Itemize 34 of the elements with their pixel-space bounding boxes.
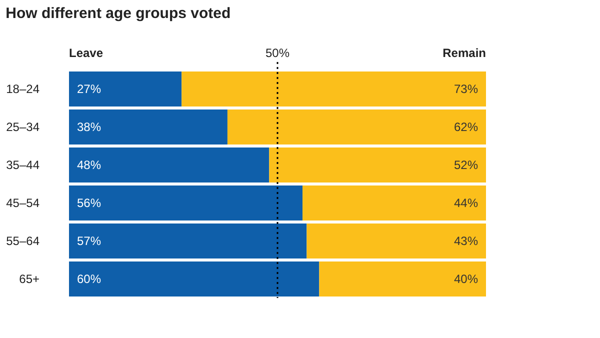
data-label: 38% [77,120,102,134]
data-label: 52% [454,158,478,172]
y-tick-label: 35–44 [6,158,40,172]
y-tick-label: 65+ [19,272,40,286]
y-tick-label: 45–54 [6,196,40,210]
bar [69,186,303,220]
bar [319,262,486,296]
data-label: 56% [77,196,102,210]
y-tick-label: 25–34 [6,120,40,134]
data-label: 73% [454,82,478,96]
series-label: Remain [442,46,486,60]
data-label: 60% [77,272,102,286]
bar [69,148,270,182]
bar [306,224,486,258]
bar [69,262,320,296]
data-label: 27% [77,82,102,96]
bar [69,72,182,106]
bar [227,110,486,144]
data-label: 57% [77,234,102,248]
data-label: 40% [454,272,478,286]
series-label: Leave [69,46,104,60]
ref-line-label: 50% [265,46,290,60]
bar [182,72,486,106]
chart-title: How different age groups voted [6,5,231,22]
data-label: 44% [454,196,478,210]
data-label: 48% [77,158,102,172]
bar [69,110,228,144]
data-label: 62% [454,120,478,134]
y-tick-label: 55–64 [6,234,40,248]
bar [269,148,486,182]
bar [302,186,486,220]
data-label: 43% [454,234,478,248]
bar [69,224,307,258]
y-tick-label: 18–24 [6,82,40,96]
